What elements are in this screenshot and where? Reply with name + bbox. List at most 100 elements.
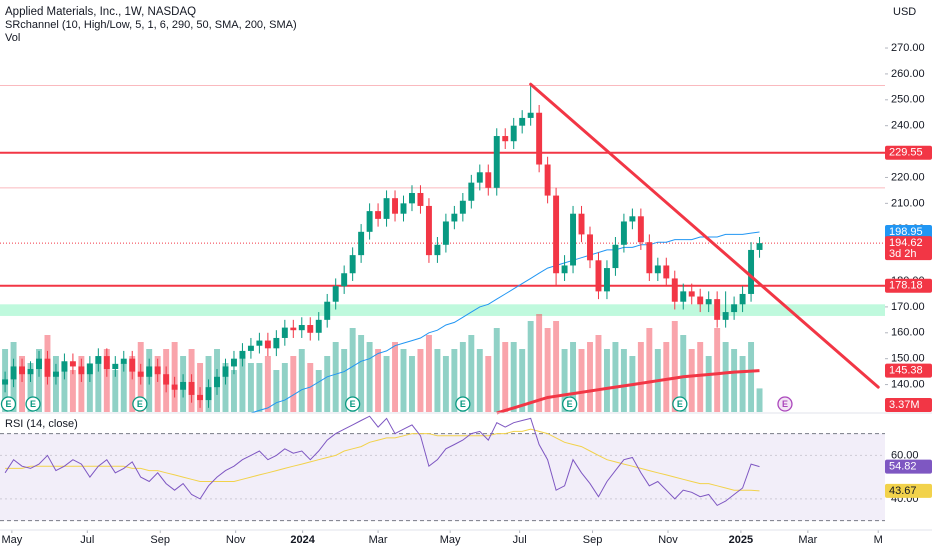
- y-tick-label: 150.00: [891, 353, 925, 365]
- upcoming-earnings-marker: [777, 396, 793, 412]
- volume-bar: [61, 363, 68, 412]
- candle-body: [324, 301, 331, 320]
- rsi-ma-badge-label: 43.67: [889, 485, 917, 497]
- candle-body: [332, 286, 339, 302]
- candle-body: [459, 200, 466, 214]
- candle-body: [61, 361, 68, 372]
- volume-bar: [103, 349, 110, 412]
- volume-bar: [510, 342, 517, 412]
- candle-body: [307, 325, 314, 333]
- candle-body: [451, 213, 458, 222]
- volume-bar: [341, 349, 348, 412]
- candle-body: [739, 293, 746, 305]
- candle-body: [180, 381, 187, 390]
- volume-bar: [578, 349, 585, 412]
- volume-bar: [69, 370, 76, 412]
- earnings-label: E: [350, 399, 356, 409]
- candle-body: [10, 366, 17, 380]
- volume-bar: [680, 335, 687, 412]
- earnings-marker: [25, 396, 41, 412]
- volume-bar: [612, 342, 619, 412]
- sma50-badge-label: 198.95: [889, 226, 923, 238]
- volume-bar: [281, 363, 288, 412]
- candle-body: [688, 291, 695, 297]
- candle-body: [671, 278, 678, 302]
- candle-body: [561, 265, 568, 274]
- x-tick-label: Sep: [150, 534, 170, 546]
- price-badge: [885, 236, 932, 261]
- volume-bar: [425, 335, 432, 412]
- volume-bar: [714, 328, 721, 412]
- volume-bar: [570, 342, 577, 412]
- volume-bar: [603, 349, 610, 412]
- volume-bar: [324, 356, 331, 412]
- sma-50: [250, 231, 760, 414]
- rsi-line: [4, 415, 760, 507]
- volume-bar: [247, 363, 254, 412]
- volume-bar: [671, 321, 678, 412]
- candle-body: [570, 213, 577, 266]
- earnings-marker: [455, 396, 471, 412]
- volume-badge: [885, 398, 932, 412]
- volume-bar: [595, 335, 602, 412]
- volume-bar: [409, 356, 415, 412]
- volume-bar: [553, 321, 560, 412]
- candle-body: [205, 387, 212, 401]
- volume-bar: [756, 388, 763, 412]
- candle-body: [697, 296, 704, 305]
- candle-body: [502, 136, 509, 142]
- x-tick-label: M: [874, 534, 883, 546]
- candle-body: [52, 371, 59, 377]
- volume-bar: [154, 356, 161, 412]
- volume-bar: [78, 356, 85, 412]
- candle-body: [510, 125, 517, 142]
- y-tick-label: 260.00: [891, 68, 925, 80]
- candle-body: [349, 255, 356, 274]
- earnings-label: E: [137, 399, 143, 409]
- x-tick-label: Nov: [658, 534, 678, 546]
- earnings-marker: [344, 396, 361, 412]
- volume-bar: [739, 356, 746, 412]
- volume-bar: [129, 356, 136, 412]
- earnings-label: E: [677, 399, 683, 409]
- y-tick-label: 160.00: [891, 327, 925, 339]
- volume-bar: [112, 370, 119, 412]
- y-tick-label: 210.00: [891, 197, 925, 209]
- candle-body: [375, 211, 382, 219]
- candle-body: [714, 299, 721, 320]
- volume-bar: [561, 349, 568, 412]
- rsi-title: RSI (14, close): [5, 418, 78, 430]
- support-zone: [0, 304, 885, 316]
- volume-bar: [264, 356, 271, 412]
- candle-body: [519, 117, 526, 126]
- candle-body: [230, 358, 237, 367]
- volume-bar: [536, 314, 543, 412]
- volume-bar: [120, 363, 127, 412]
- volume-bar: [400, 349, 407, 412]
- candle-body: [163, 374, 170, 385]
- candle-body: [103, 356, 110, 370]
- volume-bar: [290, 356, 297, 412]
- candle-body: [587, 234, 593, 261]
- volume-bar: [519, 349, 526, 412]
- candle-body: [468, 182, 475, 201]
- volume-bar: [36, 349, 42, 412]
- candle-body: [536, 112, 543, 165]
- candle-body: [731, 304, 738, 313]
- candle-body: [95, 356, 102, 364]
- earnings-marker: [0, 396, 17, 412]
- candle-body: [78, 366, 85, 375]
- level-badge-label: 229.55: [889, 147, 923, 159]
- volume-badge-label: 3.37M: [889, 399, 920, 411]
- volume-bar: [688, 349, 695, 412]
- candle-body: [188, 381, 195, 395]
- y-tick-label: 240.00: [891, 120, 925, 132]
- main-layer: [2, 84, 763, 507]
- volume-title: Vol: [5, 32, 20, 44]
- x-tick-label: May: [440, 534, 461, 546]
- volume-bar: [358, 335, 365, 412]
- candle-body: [19, 366, 26, 375]
- candle-body: [612, 244, 619, 269]
